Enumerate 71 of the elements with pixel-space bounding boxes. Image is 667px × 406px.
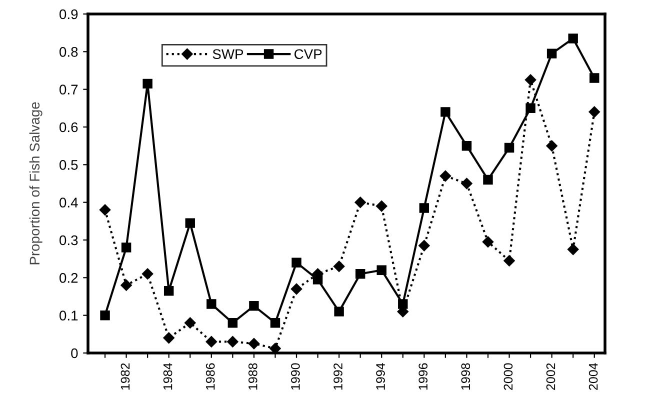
x-tick-label: 1982 [120, 363, 130, 390]
point [526, 103, 536, 114]
x-tick-label: 1984 [163, 363, 172, 390]
x-tick-label: 2004 [588, 363, 598, 390]
point [568, 34, 578, 44]
point [142, 268, 154, 280]
point [354, 196, 366, 208]
point [163, 332, 174, 344]
point [228, 318, 238, 328]
y-tick-label: 0.7 [60, 84, 78, 95]
point [333, 260, 345, 272]
legend-label: SWP [212, 49, 244, 60]
point [524, 74, 536, 86]
point [184, 317, 196, 328]
point [290, 283, 302, 295]
point [249, 301, 259, 311]
x-tick-label: 1998 [461, 363, 470, 390]
x-tick-label: 2000 [504, 363, 513, 390]
y-tick-label: 0.2 [60, 273, 78, 283]
point [482, 236, 494, 248]
point [334, 306, 344, 316]
x-tick-label: 1986 [206, 363, 215, 390]
point [419, 203, 430, 213]
point [142, 78, 152, 89]
point [376, 265, 386, 275]
legend-label: CVP [294, 49, 322, 60]
point [483, 174, 493, 185]
point [121, 242, 132, 252]
point [355, 269, 366, 279]
point [440, 170, 452, 182]
point [270, 342, 281, 353]
point [312, 274, 323, 284]
point [120, 280, 132, 291]
point [546, 140, 558, 152]
y-tick-label: 0.6 [60, 122, 78, 132]
point [504, 142, 514, 153]
y-axis-title: Proportion of Fish Salvage [29, 102, 42, 264]
y-tick-label: 0.5 [60, 160, 78, 170]
point [99, 204, 111, 216]
point [100, 310, 110, 320]
point [206, 299, 216, 309]
point [270, 318, 280, 328]
point [398, 299, 408, 309]
point [461, 178, 472, 190]
point [588, 106, 600, 118]
point [206, 336, 218, 348]
x-tick-label: 1996 [418, 363, 428, 390]
x-tick-label: 1992 [334, 363, 342, 390]
x-tick-label: 1994 [376, 363, 385, 390]
point [227, 336, 238, 348]
point [462, 140, 472, 151]
point [590, 73, 600, 83]
point [440, 107, 450, 117]
point [567, 244, 579, 256]
y-tick-label: 0.3 [60, 235, 78, 246]
y-tick-label: 0.4 [60, 198, 78, 208]
point [418, 240, 430, 252]
point [376, 200, 388, 212]
point [185, 218, 195, 228]
point [546, 48, 557, 58]
x-tick-label: 1990 [291, 363, 300, 390]
x-tick-label: 1988 [248, 363, 258, 390]
y-tick-label: 0.8 [60, 47, 78, 57]
y-tick-label: 0 [71, 348, 78, 358]
y-tick-label: 0.9 [60, 9, 78, 20]
point [504, 255, 515, 266]
point [292, 258, 302, 268]
x-tick-label: 2002 [546, 363, 556, 390]
y-tick-label: 0.1 [60, 310, 78, 321]
point [248, 338, 260, 350]
point [164, 286, 174, 296]
